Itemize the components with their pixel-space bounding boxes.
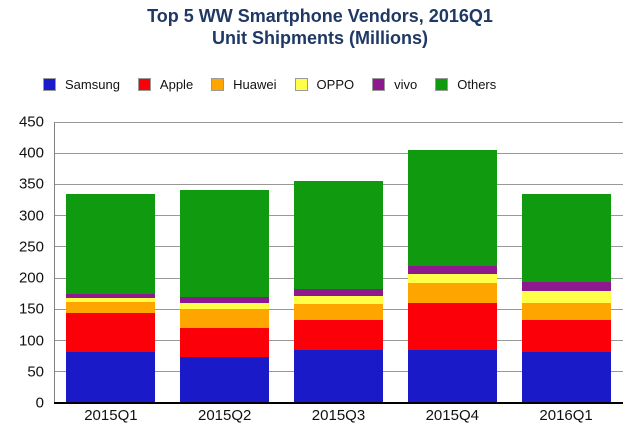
- stacked-bar-2016Q1: [521, 193, 611, 403]
- legend-swatch-samsung: [43, 78, 56, 91]
- x-tick-label-2016Q1: 2016Q1: [539, 407, 593, 424]
- bar-segment-2015Q3-oppo: [293, 296, 383, 304]
- legend-label: Apple: [159, 77, 194, 92]
- bar-column-2015Q2: [168, 122, 282, 403]
- y-tick-label-50: 50: [27, 363, 44, 381]
- legend-label: OPPO: [316, 77, 355, 92]
- y-tick-label-350: 350: [18, 175, 44, 193]
- bar-segment-2015Q3-apple: [293, 320, 383, 351]
- y-tick-label-0: 0: [35, 394, 44, 412]
- bar-segment-2015Q2-vivo: [180, 297, 270, 303]
- bar-segment-2015Q4-vivo: [407, 265, 497, 274]
- gridline-400: [54, 152, 623, 154]
- legend-label: Others: [457, 77, 497, 92]
- legend-item-huawei: Huawei: [211, 77, 277, 92]
- bar-column-2015Q3: [282, 122, 396, 403]
- bar-column-2015Q4: [395, 122, 509, 403]
- stacked-bar-2015Q2: [180, 189, 270, 403]
- legend-swatch-apple: [137, 78, 151, 91]
- y-tick-label-200: 200: [18, 269, 44, 287]
- stacked-bar-2015Q1: [66, 194, 156, 403]
- x-tick-label-2015Q1: 2015Q1: [84, 407, 138, 424]
- bar-segment-2015Q4-oppo: [407, 273, 497, 283]
- legend-item-apple: Apple: [137, 77, 194, 92]
- bars-container: [54, 122, 623, 403]
- bar-segment-2016Q1-samsung: [521, 351, 611, 403]
- bar-segment-2016Q1-apple: [521, 319, 611, 352]
- legend-item-samsung: Samsung: [43, 77, 120, 92]
- bar-segment-2015Q3-huawei: [293, 303, 383, 321]
- bar-segment-2015Q2-oppo: [180, 303, 270, 309]
- legend-swatch-vivo: [372, 78, 386, 91]
- bar-segment-2015Q1-huawei: [66, 302, 156, 314]
- bar-segment-2015Q1-samsung: [66, 351, 156, 403]
- legend-item-vivo: vivo: [372, 77, 417, 92]
- y-tick-label-150: 150: [18, 300, 44, 318]
- bar-segment-2016Q1-vivo: [521, 282, 611, 292]
- legend-swatch-huawei: [211, 78, 225, 91]
- bar-column-2015Q1: [54, 122, 168, 403]
- legend-label: vivo: [394, 77, 418, 92]
- bar-segment-2015Q1-others: [66, 194, 156, 294]
- bar-segment-2015Q4-others: [407, 150, 497, 266]
- bar-segment-2015Q2-others: [180, 189, 270, 298]
- bar-segment-2015Q2-samsung: [180, 357, 270, 403]
- bar-column-2016Q1: [509, 122, 623, 403]
- x-axis-labels: 2015Q1 2015Q2 2015Q3 2015Q4 2016Q1: [54, 407, 623, 424]
- bar-segment-2015Q3-others: [293, 181, 383, 290]
- x-tick-label-2015Q3: 2015Q3: [311, 407, 366, 424]
- gridline-450: [54, 121, 623, 123]
- y-tick-label-250: 250: [18, 238, 44, 256]
- chart-title: Top 5 WW Smartphone Vendors, 2016Q1 Unit…: [0, 5, 640, 49]
- bar-segment-2015Q1-vivo: [66, 293, 156, 298]
- legend-swatch-others: [435, 78, 449, 91]
- legend-label: Samsung: [65, 77, 120, 92]
- bar-segment-2015Q3-samsung: [293, 350, 383, 403]
- y-tick-label-400: 400: [18, 144, 44, 162]
- bar-segment-2015Q4-samsung: [407, 349, 497, 403]
- y-tick-label-450: 450: [18, 113, 44, 131]
- stacked-bar-2015Q3: [293, 181, 383, 403]
- plot-area: [54, 121, 623, 404]
- legend: Samsung Apple Huawei OPPO vivo Others: [43, 77, 496, 92]
- x-tick-label-2015Q4: 2015Q4: [425, 407, 479, 424]
- legend-swatch-oppo: [294, 78, 308, 91]
- legend-label: Huawei: [233, 77, 277, 92]
- bar-segment-2015Q3-vivo: [293, 289, 383, 297]
- legend-item-oppo: OPPO: [294, 77, 355, 92]
- bar-segment-2015Q1-oppo: [66, 297, 156, 303]
- y-tick-label-300: 300: [18, 207, 44, 225]
- bar-segment-2016Q1-others: [521, 193, 611, 283]
- x-tick-label-2015Q2: 2015Q2: [198, 407, 252, 424]
- y-axis-line: [54, 122, 55, 403]
- bar-segment-2015Q2-huawei: [180, 308, 270, 328]
- stacked-bar-2015Q4: [407, 150, 497, 403]
- chart-title-line1: Top 5 WW Smartphone Vendors, 2016Q1: [147, 6, 493, 26]
- legend-item-others: Others: [435, 77, 496, 92]
- bar-segment-2015Q4-huawei: [407, 282, 497, 303]
- y-tick-label-100: 100: [18, 332, 44, 350]
- bar-segment-2015Q4-apple: [407, 302, 497, 350]
- bar-segment-2015Q1-apple: [66, 313, 156, 352]
- chart-title-line2: Unit Shipments (Millions): [212, 28, 428, 48]
- x-axis-line: [54, 402, 623, 404]
- bar-segment-2015Q2-apple: [180, 327, 270, 358]
- bar-segment-2016Q1-oppo: [521, 291, 611, 303]
- bar-segment-2016Q1-huawei: [521, 302, 611, 320]
